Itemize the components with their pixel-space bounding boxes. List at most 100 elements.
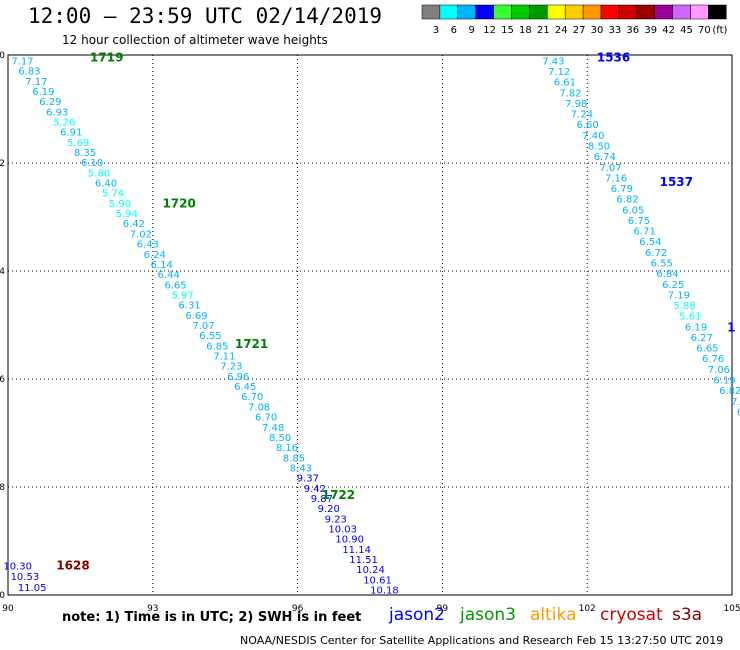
map-subtitle: 12 hour collection of altimeter wave hei… [62,33,328,47]
longitude-tick-label: 99 [437,604,449,614]
wave-height-value: 6.70 [255,413,277,424]
wave-height-value: 6.44 [158,270,180,281]
wave-height-value: 9.42 [304,484,326,495]
wave-height-value: 6.40 [95,179,117,190]
latitude-tick-label: -36 [0,375,5,385]
colorbar-tick-label: 18 [519,25,532,36]
wave-height-value: 8.50 [588,141,610,152]
colorbar-tick-label: 21 [537,25,550,36]
wave-height-value: 7.82 [559,88,581,99]
wave-height-value: 7.11 [213,352,235,363]
colorbar-tick-label: 45 [680,25,693,36]
latitude-tick-label: -30 [0,51,5,61]
wave-height-value: 6.05 [622,205,644,216]
colorbar-tick-label: 27 [573,25,586,36]
wave-height-value: 9.87 [311,494,333,505]
legend-altika: altika [530,605,577,625]
wave-height-value: 6.10 [81,158,103,169]
wave-height-value: 6.25 [662,280,684,291]
wave-height-value: 11.51 [349,555,378,566]
legend-jason3: jason3 [460,605,516,625]
wave-height-value: 6.65 [696,344,718,355]
wave-height-value: 10.03 [328,525,357,536]
pass-time-label: 1 [727,321,735,335]
wave-height-value: 7.19 [668,290,690,301]
latitude-tick-label: -40 [0,591,5,601]
longitude-tick-label: 102 [579,604,596,614]
pass-time-label: 1536 [597,51,630,65]
wave-height-value: 6.27 [691,333,713,344]
wave-height-value: 5.80 [88,168,110,179]
wave-height-value: 6.55 [199,331,221,342]
wave-height-value: 7.23 [220,362,242,373]
longitude-tick-label: 93 [147,604,158,614]
wave-height-value: 10.90 [335,535,364,546]
wave-height-value: 6.19 [32,87,54,98]
wave-height-value: 6.82 [616,195,638,206]
wave-height-value: 7.08 [248,402,270,413]
wave-height-colorbar: 3 6 9 12 15 18 21 24 27 30 33 36 39 42 45 70 (ft) [421,4,728,36]
wave-height-value: 7.02 [130,229,152,240]
wave-height-value: 5.61 [679,312,701,323]
wave-height-value: 6. [737,407,740,418]
wave-height-value: 10.30 [3,561,32,572]
wave-height-value: 7.07 [192,321,214,332]
wave-height-value: 7. [731,397,740,408]
wave-height-value: 8.35 [74,148,96,159]
colorbar-tick-label: 33 [609,25,622,36]
longitude-tick-label: 96 [292,604,304,614]
colorbar-tick-label: 24 [555,25,568,36]
wave-height-value: 7.40 [582,131,604,142]
pass-time-label: 1537 [660,175,693,189]
wave-height-value: 11.14 [342,545,371,556]
legend-jason2: jason2 [389,605,445,625]
latitude-tick-label: -32 [0,159,5,169]
pass-time-label: 1720 [162,197,195,211]
wave-height-value: 6.65 [165,280,187,291]
wave-height-value: 6.75 [628,216,650,227]
wave-height-value: 11.05 [18,583,47,594]
legend-s3a: s3a [672,605,703,625]
wave-height-value: 6.76 [702,354,724,365]
wave-height-value: 6.85 [206,341,228,352]
wave-height-value: 6.93 [46,107,68,118]
wave-height-value: 7.06 [708,365,730,376]
colorbar-tick-label: 6 [451,25,457,36]
map-title: 12:00 – 23:59 UTC 02/14/2019 [28,4,383,28]
wave-height-value: 6.14 [151,260,173,271]
latitude-tick-label: -34 [0,267,5,277]
wave-height-value: 8.50 [269,433,291,444]
wave-height-value: 7.98 [565,99,587,110]
wave-height-value: 6.55 [651,258,673,269]
pass-time-label: 1722 [322,488,355,502]
map-frame [7,54,733,596]
longitude-tick-label: 90 [2,604,14,614]
wave-height-value: 6.45 [234,382,256,393]
colorbar-swatch [708,4,727,20]
wave-height-value: 8.85 [283,453,305,464]
wave-height-value: 5.90 [109,199,131,210]
colorbar-tick-label: 12 [483,25,496,36]
wave-height-value: 7.17 [25,77,47,88]
wave-height-value: 9.37 [297,474,319,485]
wave-height-value: 7.12 [548,67,570,78]
colorbar-tick-label: 15 [501,25,514,36]
colorbar-tick-label: 9 [469,25,475,36]
wave-height-value: 6.79 [611,184,633,195]
longitude-tick-label: 105 [723,604,740,614]
wave-height-value: 10.24 [356,565,385,576]
wave-height-value: 6.60 [577,120,599,131]
wave-height-value: 10.18 [370,586,399,597]
legend-cryosat: cryosat [600,605,663,625]
wave-height-value: 7.48 [262,423,284,434]
wave-height-value: 6.72 [645,248,667,259]
wave-height-value: 6.70 [241,392,263,403]
wave-height-value: 5.74 [102,189,124,200]
colorbar-tick-label: 36 [626,25,639,36]
wave-height-value: 6.82 [719,386,740,397]
wave-height-value: 7.43 [542,56,564,67]
wave-height-value: 5.26 [53,117,75,128]
wave-height-value: 8.43 [290,463,312,474]
colorbar-tick-label: 30 [591,25,604,36]
note-text: note: 1) Time is in UTC; 2) SWH is in fe… [62,610,362,625]
